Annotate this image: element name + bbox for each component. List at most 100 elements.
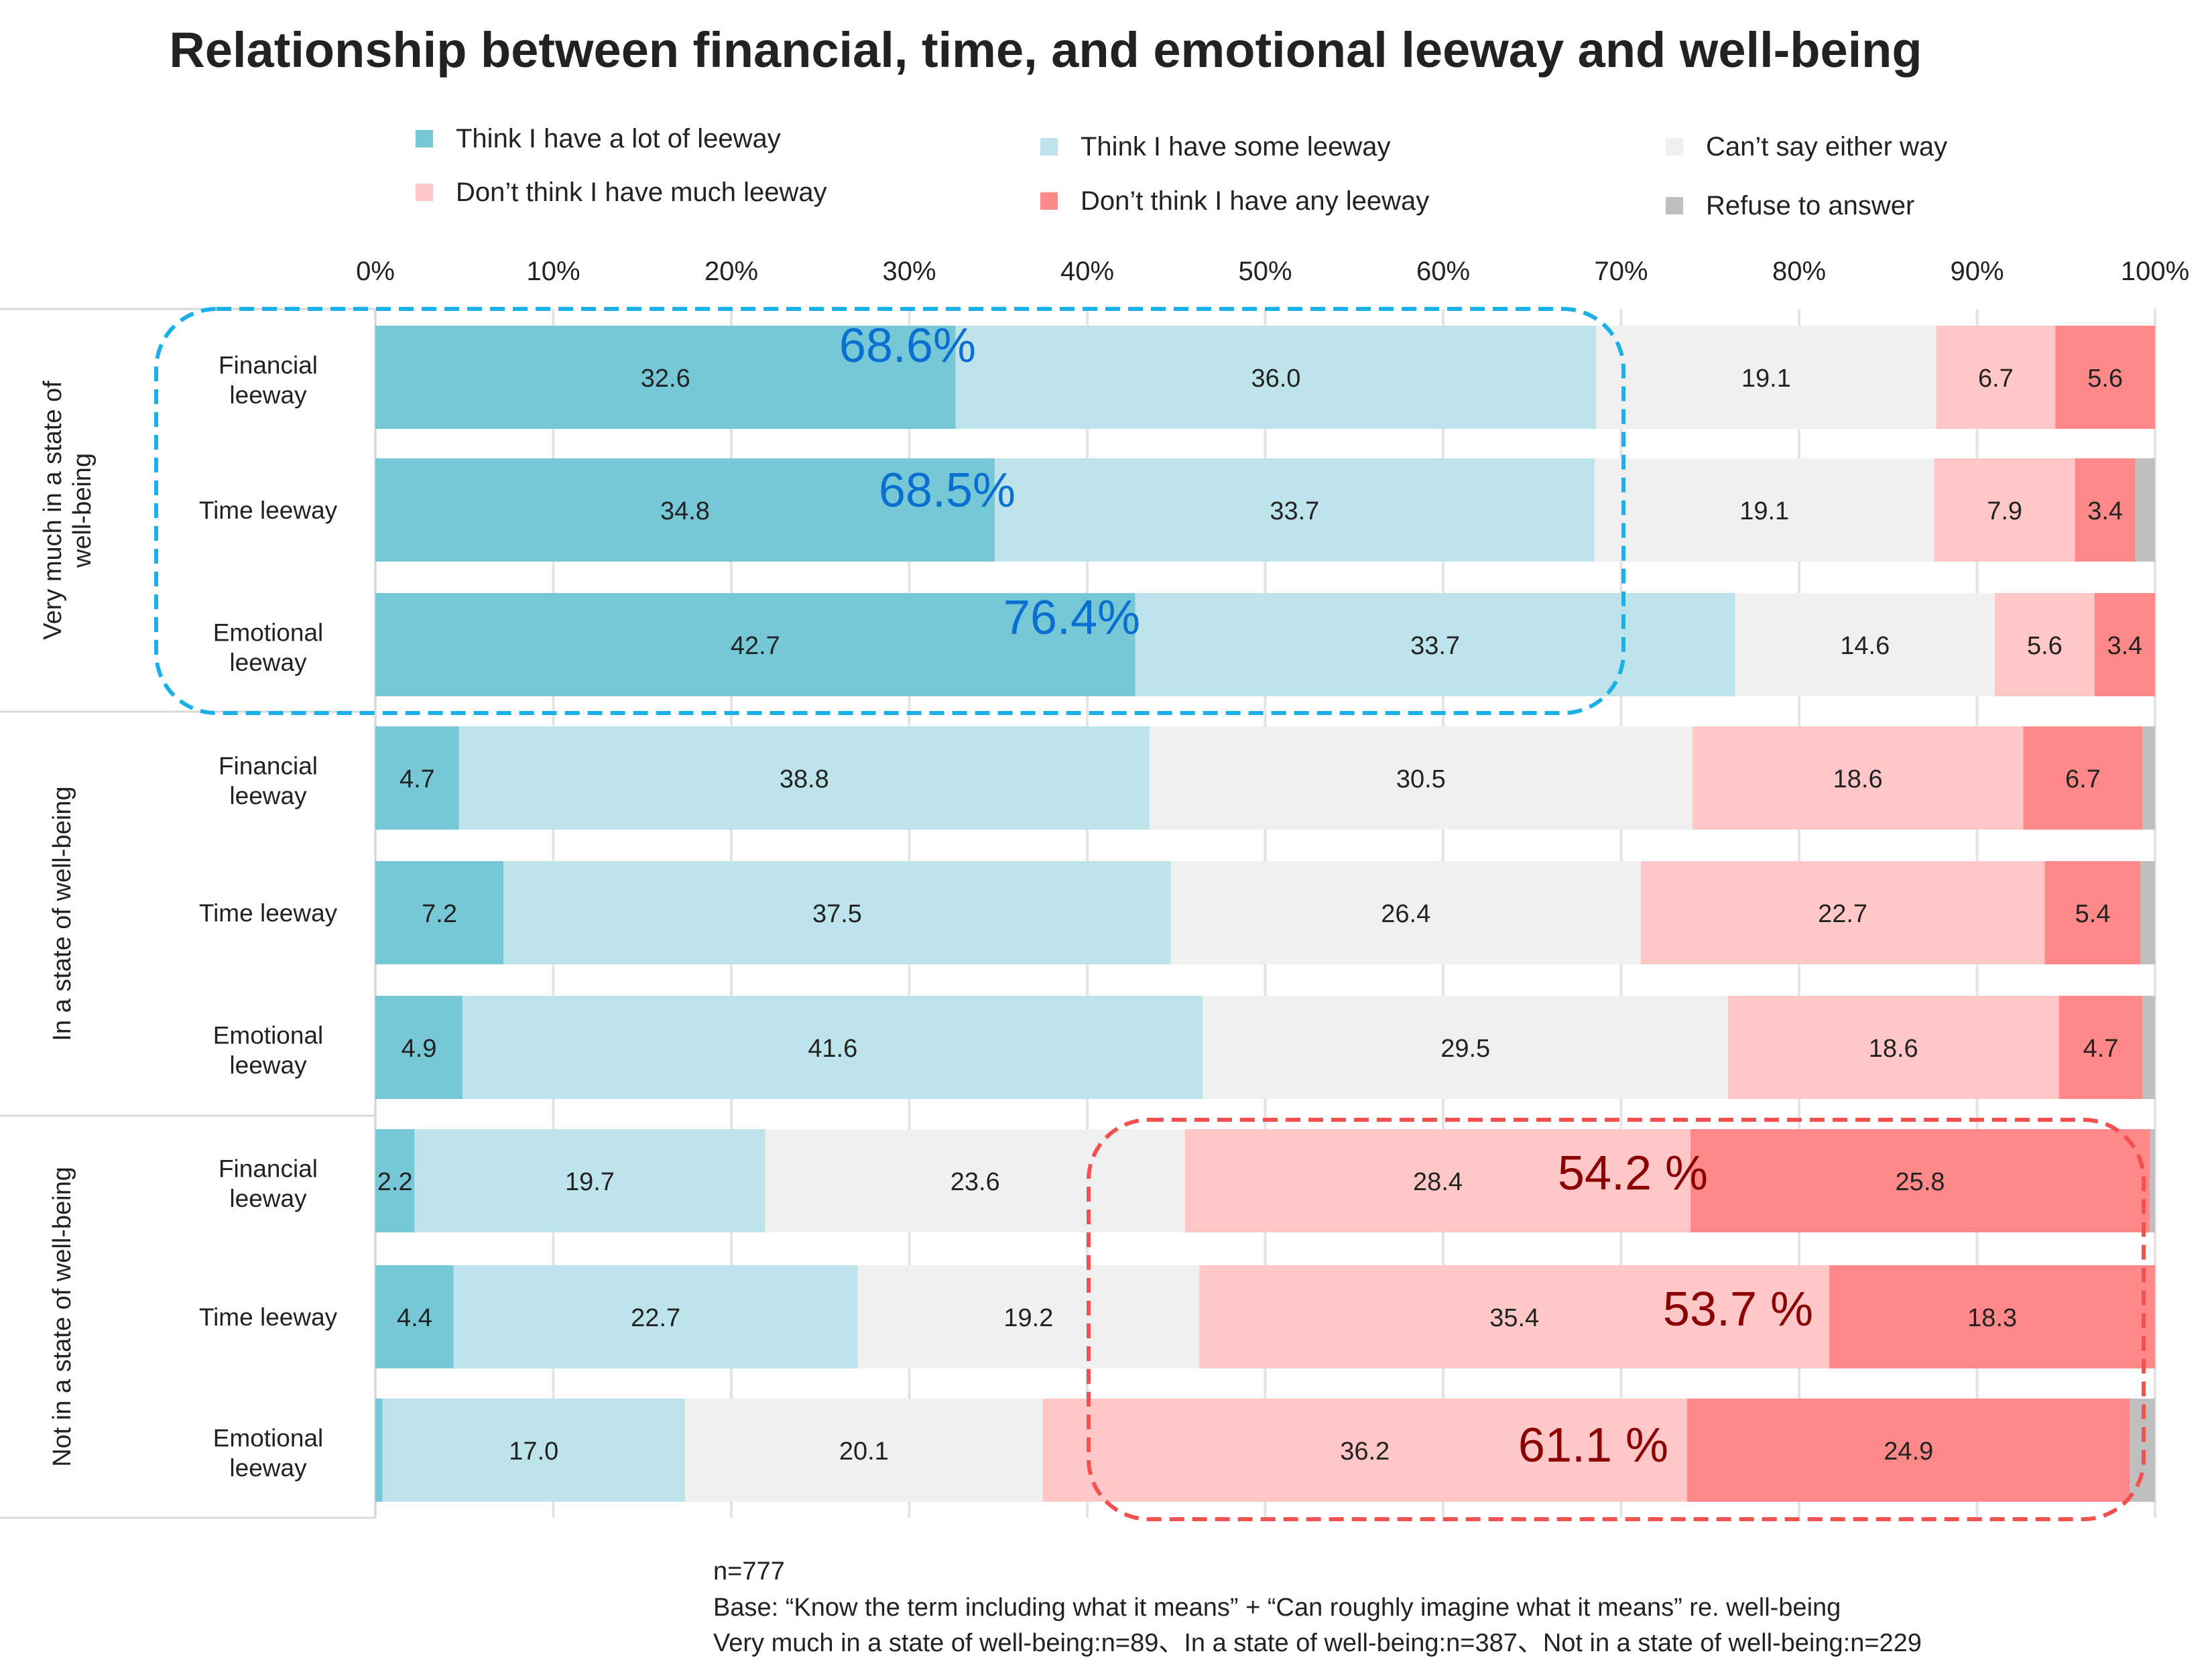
positive-highlight-box [154, 307, 1625, 715]
x-tick-label: 60% [1416, 257, 1470, 286]
row-label-line: Emotional [213, 1021, 324, 1049]
data-label: 33.7 [1270, 497, 1319, 525]
row-label-line: leeway [229, 1185, 307, 1212]
group-label: Not in a state of well-being [48, 1167, 76, 1467]
data-label: 41.6 [808, 1035, 857, 1063]
positive-total-annotation: 68.6% [839, 319, 976, 373]
legend-item: Don’t think I have much leeway [416, 178, 827, 207]
bar-segment [2142, 996, 2155, 1099]
data-label: 3.4 [2087, 497, 2123, 525]
x-tick-label: 20% [704, 257, 758, 286]
row-labels: Very much in a state ofwell-being Financi… [39, 351, 337, 1481]
bar-segment [375, 593, 1135, 696]
data-label: 17.0 [509, 1437, 558, 1466]
positive-total-annotation: 68.5% [879, 464, 1016, 517]
bar-segment [1691, 1129, 2150, 1232]
bar-segment [1185, 1129, 1691, 1232]
data-label: 26.4 [1381, 900, 1430, 928]
row-label: Time leeway [199, 497, 338, 524]
bar-segment [375, 996, 463, 1099]
row-label-line: leeway [229, 1051, 307, 1079]
bar-segment [2135, 458, 2155, 562]
legend-item: Can’t say either way [1666, 132, 1947, 162]
data-label: 18.6 [1833, 765, 1883, 793]
x-tick-label: 10% [526, 257, 580, 286]
bar-segment [458, 726, 1150, 830]
row-label-line: Financial [219, 351, 318, 379]
bar-segment [1199, 1265, 1830, 1368]
data-label: 2.2 [377, 1168, 413, 1196]
data-label: 4.7 [400, 765, 435, 793]
bar-segment [2059, 996, 2143, 1099]
bars: 32.6 36.0 19.1 6.7 5.6 34.8 33.7 19.1 7.9 3.4 42.7… [375, 326, 2155, 1502]
legend-label: Refuse to answer [1706, 191, 1914, 220]
bar-segment [382, 1399, 685, 1502]
x-tick-label: 90% [1950, 257, 2004, 286]
x-tick-label: 30% [882, 257, 936, 286]
bar-segment [1735, 593, 1995, 696]
row-label-line: Financial [219, 1155, 318, 1182]
data-label: 28.4 [1413, 1168, 1463, 1196]
data-label: 4.4 [397, 1304, 432, 1332]
legend-swatch [416, 130, 433, 147]
data-label: 22.7 [631, 1304, 680, 1332]
data-label: 5.4 [2075, 900, 2111, 928]
footnote-group-sizes: Very much in a state of well-being:n=89、… [713, 1629, 1922, 1657]
bar-segment [1596, 326, 1937, 429]
data-label: 5.6 [2087, 365, 2123, 393]
bar-segment [994, 458, 1595, 562]
bar-segment [453, 1265, 858, 1368]
bar-segment [375, 861, 504, 964]
data-label: 36.0 [1251, 365, 1300, 393]
group-label: Very much in a state ofwell-being [39, 381, 97, 640]
legend-swatch [416, 184, 433, 201]
bar-segment [375, 1399, 383, 1502]
negative-total-annotation: 61.1 % [1518, 1419, 1668, 1472]
legend-item: Think I have some leeway [1040, 132, 1390, 162]
positive-total-annotation: 76.4% [1003, 591, 1140, 645]
bar-segment [2142, 726, 2155, 830]
data-label: 37.5 [812, 900, 862, 928]
data-label: 3.4 [2107, 632, 2142, 660]
row-label-line: leeway [229, 782, 307, 810]
data-label: 4.7 [2083, 1035, 2119, 1063]
bar-segment [2094, 593, 2155, 696]
bar-segment [1042, 1399, 1687, 1502]
data-label: 29.5 [1440, 1035, 1490, 1063]
data-label: 7.9 [1987, 497, 2022, 525]
bar-segment [375, 458, 995, 562]
negative-total-annotation: 53.7 % [1663, 1283, 1813, 1336]
bar-segment [463, 996, 1203, 1099]
data-label: 38.8 [780, 765, 829, 793]
bar-segment [2140, 861, 2155, 964]
row-label: Financial leeway [219, 752, 318, 809]
x-tick-label: 80% [1772, 257, 1826, 286]
bar-segment [1936, 326, 2056, 429]
legend-label: Don’t think I have much leeway [456, 178, 827, 207]
group-label-line: Very much in a state of [39, 381, 67, 640]
negative-highlight-box [1087, 1118, 2146, 1521]
legend-item: Don’t think I have any leeway [1040, 186, 1429, 216]
bar-segment [857, 1265, 1200, 1368]
data-label: 33.7 [1410, 632, 1460, 660]
row-label-line: Financial [219, 752, 318, 779]
data-label: 22.7 [1818, 900, 1867, 928]
bar-segment [1170, 861, 1641, 964]
legend: Think I have a lot of leeway Think I have… [416, 124, 1947, 220]
row-label-line: Emotional [213, 1424, 324, 1452]
row-label: Emotional leeway [213, 1424, 324, 1481]
row-label-line: Emotional [213, 619, 324, 646]
data-label: 18.3 [1967, 1304, 2017, 1332]
row-label-line: leeway [229, 649, 307, 676]
bar-segment [1727, 996, 2059, 1099]
bar-segment [1149, 726, 1693, 830]
data-label: 4.9 [402, 1035, 437, 1063]
bar-segment [765, 1129, 1186, 1232]
negative-total-annotation: 54.2 % [1558, 1147, 1708, 1200]
bar-segment [2075, 458, 2136, 562]
row-label: Financial leeway [219, 1155, 318, 1212]
legend-swatch [1666, 197, 1683, 214]
bar-segment [375, 1129, 415, 1232]
bar-segment [375, 726, 459, 830]
